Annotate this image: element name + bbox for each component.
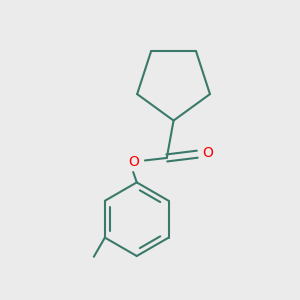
Text: O: O [128,155,139,169]
Text: O: O [202,146,213,160]
